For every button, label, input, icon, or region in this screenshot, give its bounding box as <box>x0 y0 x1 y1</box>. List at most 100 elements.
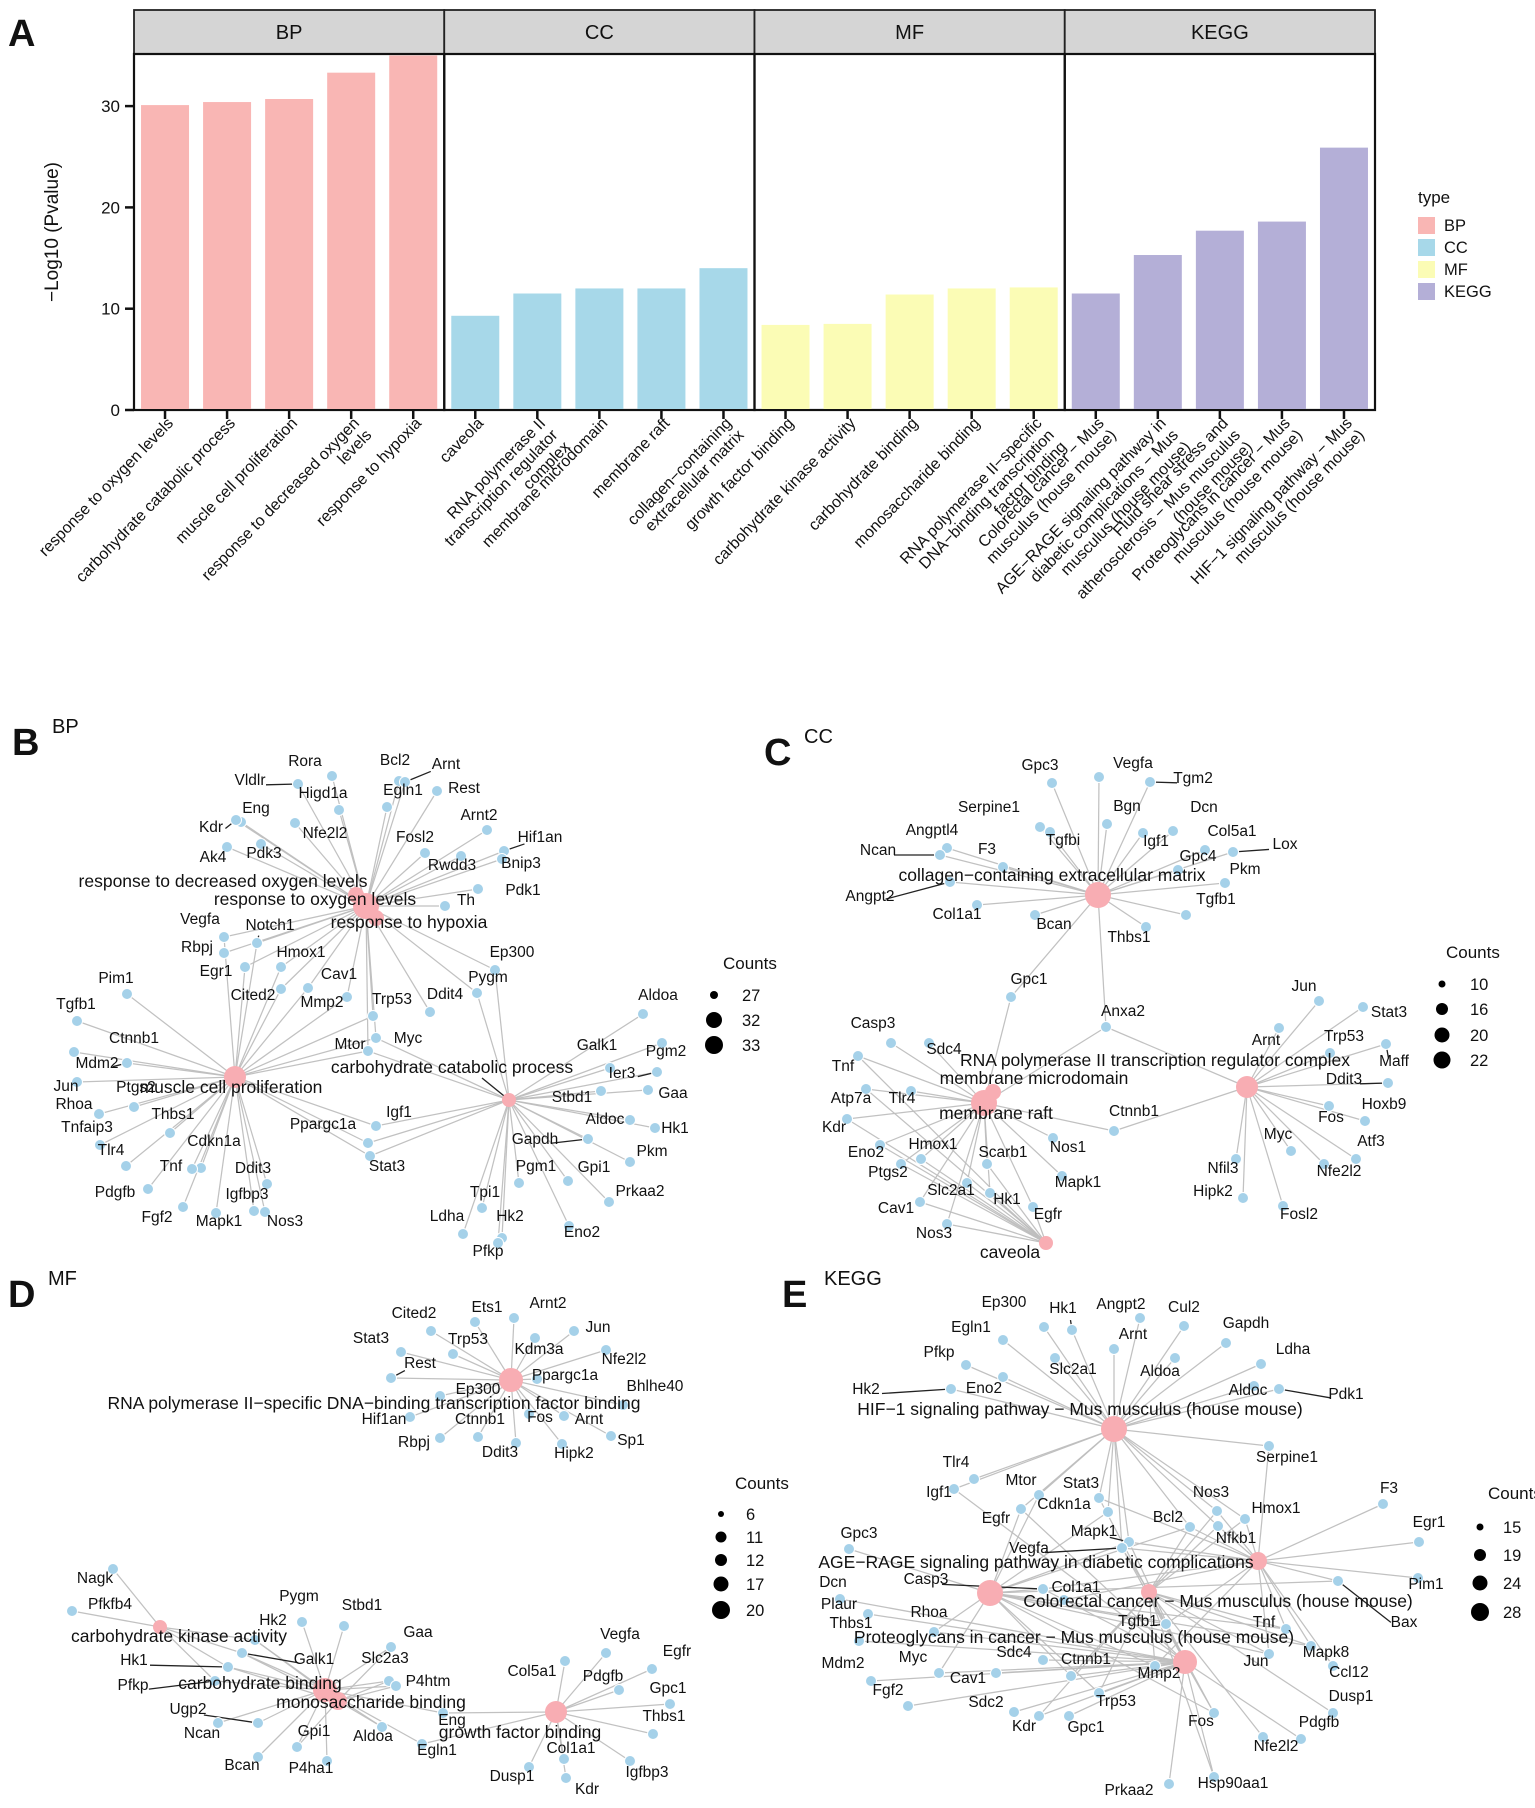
edges <box>839 1317 1420 1785</box>
gene-label: Pdgfb <box>583 1668 624 1685</box>
gene-label: Igfbp3 <box>225 1186 268 1203</box>
edge <box>365 780 400 907</box>
panel-sublabel: KEGG <box>824 1268 882 1290</box>
gene-node <box>600 1344 612 1356</box>
gene-node <box>1178 1320 1190 1332</box>
panel-letter: D <box>8 1274 35 1316</box>
edge <box>337 1685 397 1702</box>
counts-legend: Counts 6 11 12 17 20 <box>712 1474 789 1620</box>
gene-node <box>1332 1575 1344 1587</box>
edge <box>234 1076 377 1127</box>
gene-label: Vegfa <box>180 911 220 928</box>
gene-label: Hk1 <box>993 1191 1021 1208</box>
gene-node <box>492 1237 504 1249</box>
edge <box>846 1102 985 1120</box>
edge <box>1098 1497 1259 1562</box>
gene-label: Galk1 <box>294 1651 335 1668</box>
edge <box>1113 1325 1185 1430</box>
gene-node <box>1144 776 1156 788</box>
bar <box>265 99 314 409</box>
gene-node <box>385 1372 397 1384</box>
edge <box>1242 1086 1248 1199</box>
gene-label: Hk1 <box>120 1652 148 1669</box>
edge <box>234 1076 255 1212</box>
gene-label: Gpc1 <box>1067 1719 1104 1736</box>
gene-node <box>1093 771 1105 783</box>
edge <box>1148 1525 1219 1593</box>
gene-label: Fgf2 <box>872 1682 903 1699</box>
hub-node <box>153 1620 167 1634</box>
edge <box>234 1076 268 1185</box>
gene-label: Igfbp3 <box>625 1764 668 1781</box>
gene-label: Nos1 <box>1050 1139 1086 1156</box>
hub-node <box>348 887 364 903</box>
gene-label: Fos <box>527 1409 553 1426</box>
gene-node <box>94 1139 106 1151</box>
edge <box>919 1201 1047 1244</box>
counts-legend-value: 32 <box>742 1012 760 1030</box>
bar <box>203 102 252 409</box>
gene-node <box>236 1647 248 1659</box>
edge <box>1184 1661 1215 1778</box>
edge <box>159 1626 256 1641</box>
counts-legend-dot <box>1472 1575 1488 1591</box>
counts-legend-title: Counts <box>1488 1484 1535 1503</box>
gene-node <box>1058 1594 1070 1606</box>
gene-label: Jun <box>586 1319 611 1336</box>
edge <box>234 1076 266 1213</box>
gene-label: Slc2a1 <box>927 1182 974 1199</box>
gene-label: Ctnnb1 <box>1109 1103 1159 1120</box>
gene-node <box>326 770 338 782</box>
gene-label: Atp7a <box>831 1090 872 1107</box>
counts-legend-dot <box>713 1576 729 1592</box>
gene-label: Pygm <box>279 1588 319 1605</box>
gene-label: Ctnnb1 <box>109 1030 159 1047</box>
gene-node <box>984 1187 996 1199</box>
edge <box>369 1099 510 1157</box>
bar <box>575 288 624 409</box>
counts-legend-value: 16 <box>1470 1001 1488 1019</box>
gene-label: Egln1 <box>951 1319 991 1336</box>
edge <box>989 1592 1167 1625</box>
gene-node <box>341 991 353 1003</box>
edge <box>508 1042 663 1101</box>
gene-node <box>1239 1513 1251 1525</box>
edge <box>510 1379 563 1445</box>
gene-node <box>1318 1158 1330 1170</box>
gene-label: Gapdh <box>1223 1315 1270 1332</box>
gene-label: Jun <box>54 1078 79 1095</box>
gene-node <box>1046 777 1058 789</box>
edge <box>234 942 258 1078</box>
edge <box>555 1668 653 1713</box>
counts-legend-dot <box>1476 1523 1484 1531</box>
edge <box>191 1076 236 1170</box>
edge <box>421 1711 557 1745</box>
counts-legend-dot <box>715 1531 727 1543</box>
gene-label: Stat3 <box>1371 1004 1407 1021</box>
gene-node <box>404 1411 416 1423</box>
gene-node <box>865 1675 877 1687</box>
gene-label: Rbpj <box>398 1434 430 1451</box>
counts-legend-value: 24 <box>1503 1575 1521 1593</box>
edge <box>508 1090 602 1101</box>
gene-label: Mdm2 <box>75 1055 118 1072</box>
gene-label: Cited2 <box>231 987 276 1004</box>
gene-node <box>1137 827 1149 839</box>
gene-label: Ncan <box>184 1725 220 1742</box>
gene-node <box>472 883 484 895</box>
edge <box>147 1076 236 1190</box>
edge <box>182 1076 236 1208</box>
edge <box>365 905 369 1052</box>
gene-label: Stat3 <box>369 1158 405 1175</box>
gene-node <box>376 1721 388 1733</box>
edge <box>1148 1591 1334 1714</box>
gene-node <box>71 1076 83 1088</box>
gene-node <box>1093 1492 1105 1504</box>
gene-node <box>1273 1383 1285 1395</box>
gene-label: Kdr <box>1012 1718 1036 1735</box>
gene-node <box>562 1175 574 1187</box>
gene-node <box>1005 991 1017 1003</box>
gene-label: Vegfa <box>600 1626 640 1643</box>
gene-label: Aldoc <box>1229 1382 1268 1399</box>
panel-sublabel: CC <box>804 726 833 748</box>
